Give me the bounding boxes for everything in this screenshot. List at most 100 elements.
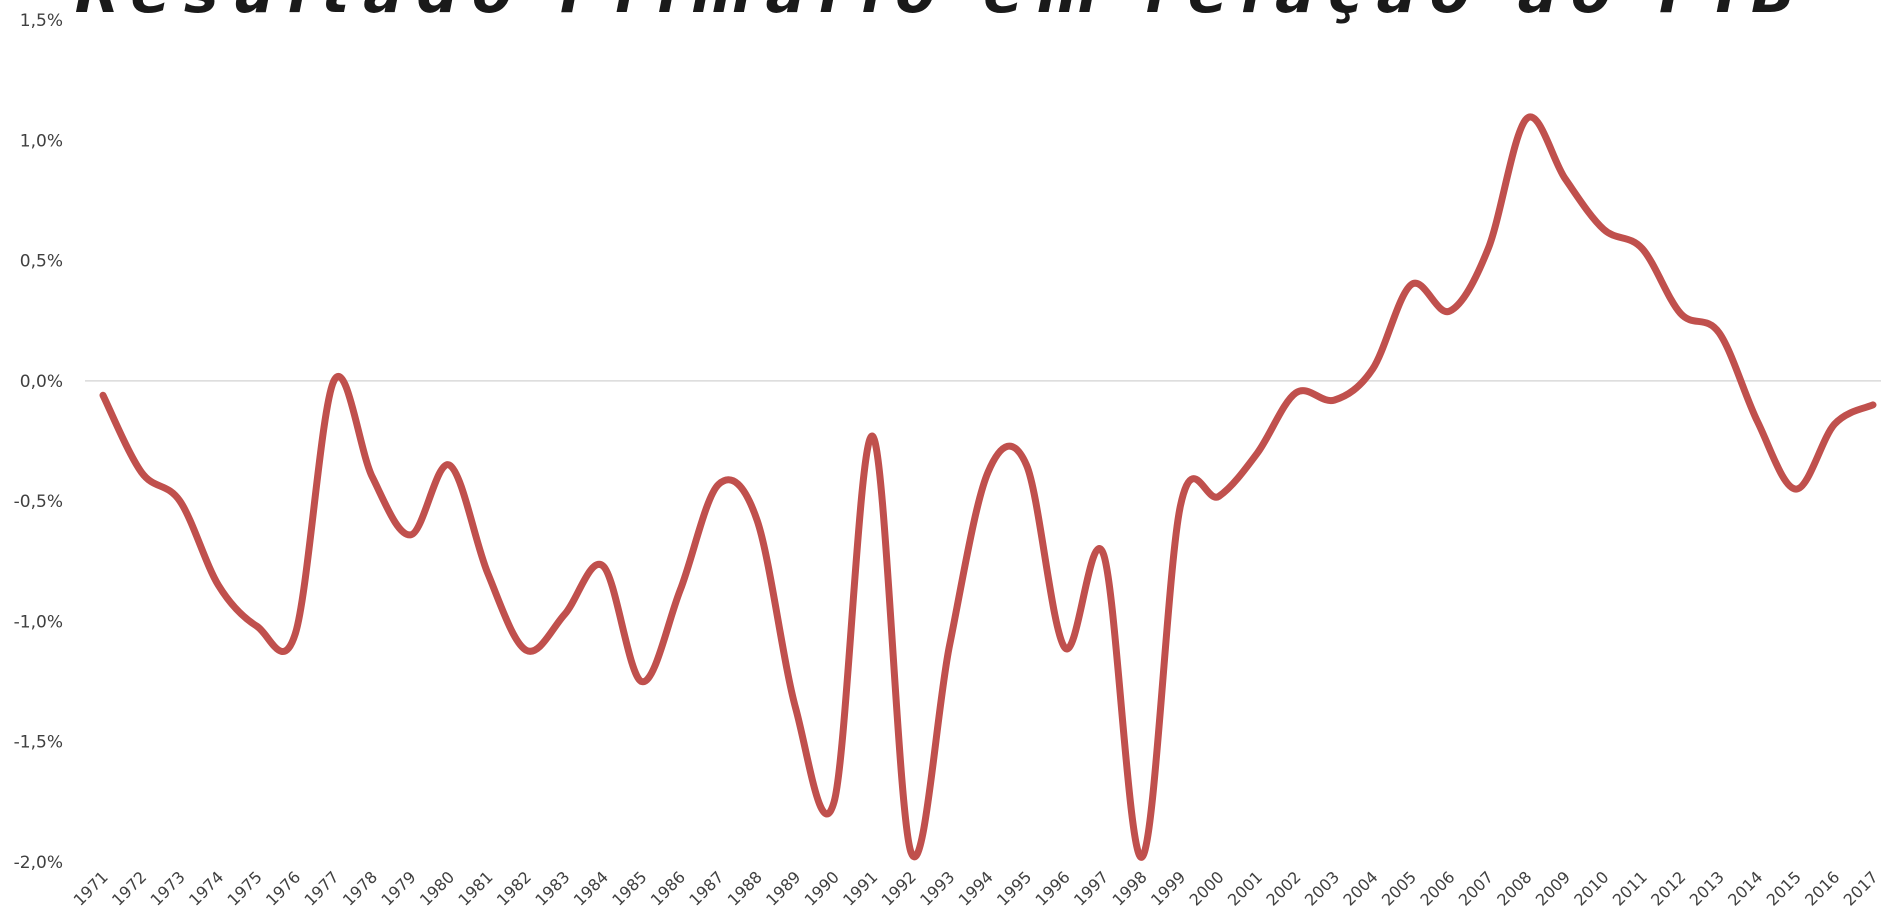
x-tick-label: 1974 bbox=[185, 867, 227, 909]
x-tick-label: 1991 bbox=[839, 867, 881, 909]
chart-title: Resultado Primário em relação ao PIB bbox=[75, 0, 1810, 26]
data-point bbox=[1177, 503, 1183, 509]
data-point bbox=[947, 642, 953, 648]
data-point bbox=[1254, 450, 1260, 456]
x-tick-label: 2016 bbox=[1801, 867, 1843, 909]
x-tick-label: 1981 bbox=[454, 867, 496, 909]
data-point bbox=[793, 705, 799, 711]
y-tick-label: -2,0% bbox=[14, 853, 63, 873]
x-tick-label: 1980 bbox=[416, 867, 458, 909]
data-point bbox=[1216, 493, 1222, 499]
x-tick-label: 1998 bbox=[1109, 867, 1151, 909]
x-tick-label: 1973 bbox=[147, 867, 189, 909]
data-point bbox=[1678, 310, 1684, 316]
data-point bbox=[1023, 462, 1029, 468]
data-point bbox=[177, 498, 183, 504]
data-point bbox=[1716, 330, 1722, 336]
data-point bbox=[254, 623, 260, 629]
x-tick-label: 2006 bbox=[1416, 867, 1458, 909]
data-point bbox=[1639, 246, 1645, 252]
x-tick-label: 1992 bbox=[878, 867, 920, 909]
x-tick-label: 1989 bbox=[762, 867, 804, 909]
data-point bbox=[600, 563, 606, 569]
data-point bbox=[1062, 645, 1068, 651]
data-point bbox=[870, 433, 876, 439]
data-point bbox=[369, 474, 375, 480]
data-point bbox=[1485, 246, 1491, 252]
x-tick-label: 1985 bbox=[608, 867, 650, 909]
series-line bbox=[99, 113, 1877, 861]
y-tick-label: -1,0% bbox=[14, 612, 63, 632]
x-tick-label: 1994 bbox=[955, 867, 997, 909]
data-point bbox=[1755, 419, 1761, 425]
data-point bbox=[1870, 402, 1876, 408]
data-point bbox=[1832, 421, 1838, 427]
x-tick-label: 2001 bbox=[1224, 867, 1266, 909]
x-tick-label: 1983 bbox=[531, 867, 573, 909]
data-point bbox=[523, 647, 529, 653]
data-point bbox=[446, 462, 452, 468]
data-point bbox=[1370, 366, 1376, 372]
x-tick-label: 1979 bbox=[377, 867, 419, 909]
x-tick-label: 1976 bbox=[262, 867, 304, 909]
data-point bbox=[754, 517, 760, 523]
x-tick-label: 2009 bbox=[1532, 867, 1574, 909]
data-point bbox=[1793, 486, 1799, 492]
x-tick-label: 1978 bbox=[339, 867, 381, 909]
x-tick-label: 1986 bbox=[647, 867, 689, 909]
x-tick-label: 1996 bbox=[1032, 867, 1074, 909]
x-tick-label: 1988 bbox=[724, 867, 766, 909]
y-tick-label: -1,5% bbox=[14, 733, 63, 753]
x-tick-label: 2013 bbox=[1686, 867, 1728, 909]
x-tick-label: 1972 bbox=[108, 867, 150, 909]
x-tick-label: 2011 bbox=[1609, 867, 1651, 909]
data-point bbox=[100, 392, 106, 398]
y-tick-label: 0,0% bbox=[20, 372, 63, 392]
x-tick-label: 1990 bbox=[801, 867, 843, 909]
x-tick-label: 1997 bbox=[1070, 867, 1112, 909]
x-tick-label: 2010 bbox=[1570, 867, 1612, 909]
data-point bbox=[1562, 176, 1568, 182]
x-tick-label: 2004 bbox=[1339, 867, 1381, 909]
data-point bbox=[1100, 551, 1106, 557]
data-point bbox=[485, 570, 491, 576]
y-tick-label: -0,5% bbox=[14, 492, 63, 512]
data-point bbox=[985, 469, 991, 475]
x-tick-label: 1982 bbox=[493, 867, 535, 909]
x-tick-label: 2012 bbox=[1647, 867, 1689, 909]
x-tick-label: 2008 bbox=[1493, 867, 1535, 909]
data-point bbox=[1408, 282, 1414, 288]
data-point bbox=[1331, 397, 1337, 403]
x-tick-label: 2017 bbox=[1840, 867, 1882, 909]
data-point bbox=[908, 849, 914, 855]
data-point bbox=[639, 679, 645, 685]
data-point bbox=[562, 611, 568, 617]
data-point bbox=[677, 587, 683, 593]
data-point bbox=[331, 378, 337, 384]
x-tick-label: 1987 bbox=[685, 867, 727, 909]
data-point bbox=[1293, 390, 1299, 396]
data-point bbox=[716, 481, 722, 487]
x-tick-label: 1999 bbox=[1147, 867, 1189, 909]
x-tick-label: 1993 bbox=[916, 867, 958, 909]
x-tick-label: 2005 bbox=[1378, 867, 1420, 909]
y-axis: 1,5% 1,0% 0,5% 0,0% -0,5% -1,0% -1,5% -2,0% bbox=[14, 11, 63, 873]
data-point bbox=[408, 532, 414, 538]
x-tick-label: 1984 bbox=[570, 867, 612, 909]
x-tick-label: 2015 bbox=[1763, 867, 1805, 909]
y-tick-label: 0,5% bbox=[20, 252, 63, 272]
x-tick-label: 2002 bbox=[1262, 867, 1304, 909]
data-point bbox=[215, 582, 221, 588]
x-tick-label: 1971 bbox=[70, 867, 112, 909]
data-point bbox=[292, 630, 298, 636]
y-tick-label: 1,0% bbox=[20, 131, 63, 151]
x-tick-label: 2014 bbox=[1724, 867, 1766, 909]
data-point bbox=[1139, 854, 1145, 860]
x-axis: 1971197219731974197519761977197819791980… bbox=[70, 867, 1882, 909]
x-tick-label: 1995 bbox=[993, 867, 1035, 909]
x-tick-label: 2000 bbox=[1185, 867, 1227, 909]
y-tick-label: 1,5% bbox=[20, 11, 63, 31]
x-tick-label: 1977 bbox=[300, 867, 342, 909]
data-point bbox=[831, 799, 837, 805]
